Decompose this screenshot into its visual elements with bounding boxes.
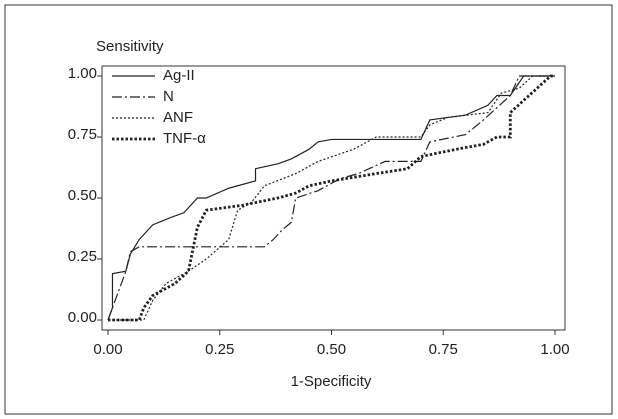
legend-label: TNF-α	[163, 130, 206, 147]
y-tick-label: 0.00	[68, 309, 97, 326]
x-tick-label: 0.25	[205, 341, 234, 358]
roc-line	[108, 74, 555, 322]
outer-frame	[4, 4, 613, 415]
y-tick-label: 0.25	[68, 248, 97, 265]
y-tick-label: 0.50	[68, 187, 97, 204]
x-axis-label: 1-Specificity	[291, 373, 372, 390]
x-tick-label: 0.00	[93, 341, 122, 358]
y-axis-label: Sensitivity	[96, 38, 164, 55]
roc-line	[107, 75, 555, 321]
legend-label: N	[163, 88, 174, 105]
x-tick-label: 0.50	[317, 341, 346, 358]
roc-line	[108, 75, 555, 321]
roc-line	[107, 75, 555, 321]
y-tick-label: 0.75	[68, 126, 97, 143]
legend-label: Ag-II	[163, 67, 195, 84]
y-tick-label: 1.00	[68, 65, 97, 82]
x-tick-label: 0.75	[429, 341, 458, 358]
plot-frame	[101, 65, 566, 331]
x-tick-label: 1.00	[540, 341, 569, 358]
legend-label: ANF	[163, 109, 193, 126]
